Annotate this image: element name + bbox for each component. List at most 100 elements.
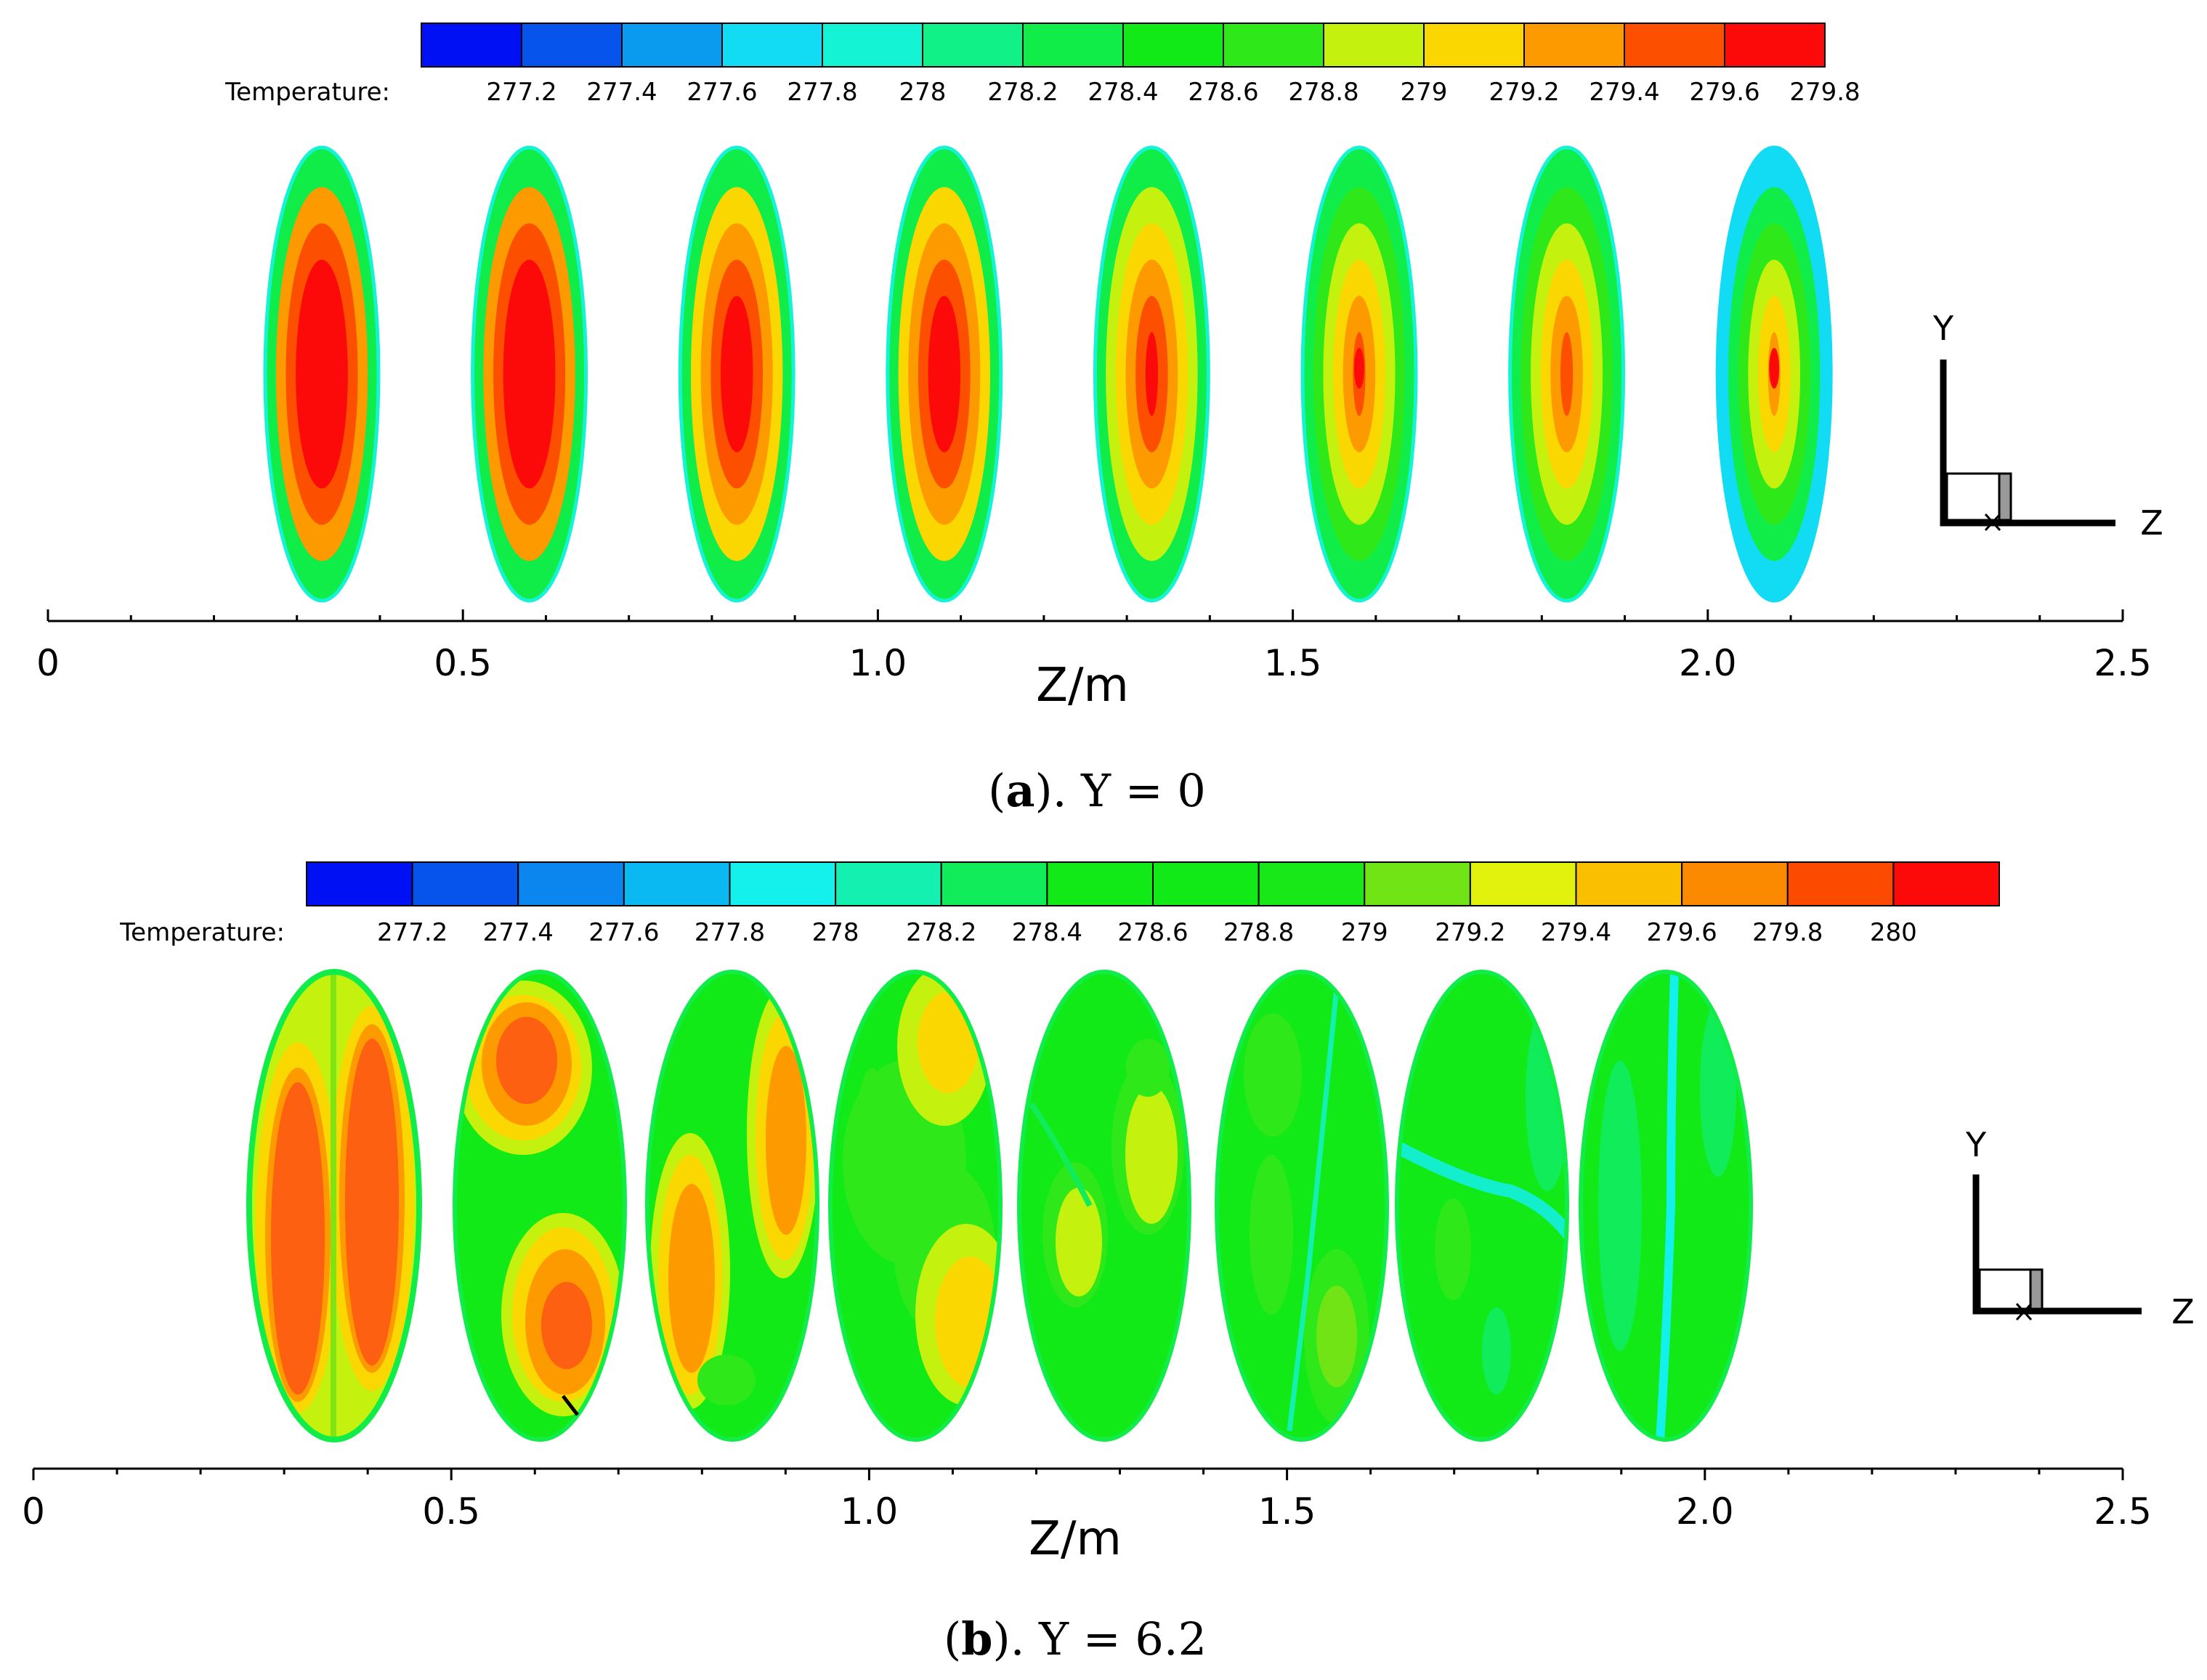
- colorbar-cell: [421, 23, 522, 68]
- panel-b-triad-z-label: Z: [2171, 1292, 2195, 1331]
- panel-b-section-outline: [1215, 970, 1389, 1442]
- section-outline: [678, 145, 795, 603]
- panel-b-section: [1397, 972, 1567, 1440]
- panel-b-section: [1019, 972, 1189, 1440]
- colorbar-cell: [940, 861, 1048, 906]
- colorbar-tick-label: 278.8: [1223, 918, 1294, 947]
- panel-a-axis-triad: Y Z: [1932, 309, 2163, 543]
- panel-a-triad-x-mark: [1984, 513, 2001, 532]
- colorbar-tick-label: 278.2: [987, 78, 1058, 107]
- colorbar-cell: [1022, 23, 1124, 68]
- panel-b-section-outline: [645, 970, 819, 1442]
- contour-band: [1145, 332, 1158, 416]
- x-tick-label: 2.5: [2094, 642, 2152, 684]
- colorbar-tick-label: 278.2: [906, 918, 976, 947]
- colorbar-cell: [822, 23, 923, 68]
- colorbar-tick-label: 278.4: [1088, 78, 1158, 107]
- panel-b-caption-label: b: [961, 1612, 992, 1665]
- panel-b-section-mark: [562, 1395, 579, 1416]
- panel-a-section: [471, 145, 588, 603]
- colorbar-cell: [1122, 23, 1224, 68]
- panel-b-triad-x-mark: [2015, 1302, 2033, 1321]
- x-tick-label: 2.0: [1679, 642, 1737, 684]
- x-tick-label: 1.5: [1258, 1490, 1316, 1533]
- colorbar-cell: [1423, 23, 1525, 68]
- panel-b-x-axis-title: Z/m: [1029, 1512, 1122, 1566]
- panel-b-caption-text: ). Y = 6.2: [993, 1612, 1207, 1665]
- x-tick-label: 1.0: [841, 1490, 899, 1533]
- colorbar-tick-label: 280: [1870, 918, 1917, 947]
- colorbar-cell: [1364, 861, 1471, 906]
- contour-band: [503, 259, 556, 489]
- colorbar-cell: [517, 861, 625, 906]
- panel-b-section-outline: [1579, 970, 1753, 1442]
- panel-b-triad-box: [1978, 1268, 2032, 1310]
- colorbar-cell: [1323, 23, 1425, 68]
- panel-a-caption-text: ). Y = 0: [1035, 764, 1206, 817]
- x-tick-label: 0: [36, 642, 60, 684]
- panel-b-triad-box-shade: [2029, 1268, 2044, 1310]
- colorbar-tick-label: 277.8: [695, 918, 765, 947]
- panel-a-section: [678, 145, 795, 603]
- panel-b-axis-triad: Y Z: [1965, 1125, 2195, 1331]
- colorbar-tick-label: 278.6: [1188, 78, 1258, 107]
- colorbar-tick-label: 279.2: [1489, 78, 1559, 107]
- colorbar-cell: [835, 861, 942, 906]
- panel-b-section-outline: [1017, 970, 1191, 1442]
- panel-b-triad-y-label: Y: [1965, 1125, 1987, 1164]
- section-outline: [471, 145, 588, 603]
- colorbar-cell: [521, 23, 623, 68]
- panel-a-cross-sections: [263, 145, 1833, 603]
- colorbar-tick-label: 277.2: [486, 78, 556, 107]
- colorbar-cell: [411, 861, 519, 906]
- panel-a-x-axis-title: Z/m: [1036, 659, 1129, 713]
- panel-b-colorbar-cells: [306, 861, 2000, 906]
- colorbar-cell: [1523, 23, 1625, 68]
- colorbar-cell: [721, 23, 823, 68]
- section-outline: [1300, 145, 1418, 603]
- colorbar-tick-label: 277.6: [588, 918, 659, 947]
- panel-a-section: [1508, 145, 1626, 603]
- panel-b-colorbar: Temperature: 277.2 277.4 277.6 277.8 278 278.…: [119, 861, 2000, 947]
- panel-a-triad-y-label: Y: [1932, 309, 1954, 348]
- x-tick-label: 0: [22, 1490, 45, 1533]
- colorbar-tick-label: 277.4: [483, 918, 554, 947]
- panel-a-triad-box-shade: [1998, 472, 2012, 522]
- panel-b-section: [1581, 972, 1751, 1440]
- colorbar-cell: [1258, 861, 1366, 906]
- contour-band: [928, 296, 961, 453]
- colorbar-tick-label: 279.8: [1752, 918, 1823, 947]
- panel-a-colorbar-cells: [421, 23, 1826, 68]
- x-tick-label: 1.0: [849, 642, 907, 684]
- panel-b-x-ticks: 0 0.5 1.0 1.5 2.0 2.5: [22, 1469, 2152, 1533]
- panel-b-section-outline: [246, 969, 422, 1442]
- panel-b-triad-axes: [1972, 1174, 2142, 1315]
- colorbar-tick-label: 279.6: [1689, 78, 1759, 107]
- panel-b-x-axis: 0 0.5 1.0 1.5 2.0 2.5 Z/m: [22, 1467, 2152, 1566]
- panel-b-cross-sections: [246, 969, 1753, 1442]
- colorbar-cell: [1724, 23, 1826, 68]
- colorbar-tick-label: 279: [1401, 78, 1448, 107]
- panel-a-triad-axes: [1940, 360, 2115, 527]
- panel-a-caption: (a). Y = 0: [988, 764, 1206, 817]
- colorbar-tick-label: 277.2: [377, 918, 448, 947]
- contour-band: [1560, 332, 1574, 416]
- section-outline: [1093, 145, 1210, 603]
- panel-b-caption: (b). Y = 6.2: [944, 1612, 1207, 1665]
- colorbar-cell: [1469, 861, 1577, 906]
- section-outline: [886, 145, 1003, 603]
- panel-a-section: [1093, 145, 1210, 603]
- section-outline: [1508, 145, 1626, 603]
- colorbar-tick-label: 278.6: [1117, 918, 1188, 947]
- panel-a-section: [1300, 145, 1418, 603]
- panel-a-colorbar: Temperature: 277.2 277.4 277.6 277.8 278 278.…: [224, 23, 1860, 107]
- section-outline: [263, 145, 381, 603]
- panel-b-section: [830, 972, 1000, 1440]
- section-outline: [1715, 145, 1833, 603]
- panel-a-triad-z-label: Z: [2140, 503, 2163, 543]
- colorbar-tick-label: 279.6: [1646, 918, 1717, 947]
- panel-b-section: [455, 972, 625, 1440]
- panel-b-section: [647, 972, 817, 1440]
- colorbar-tick-label: 278: [812, 918, 859, 947]
- colorbar-tick-label: 278.8: [1288, 78, 1358, 107]
